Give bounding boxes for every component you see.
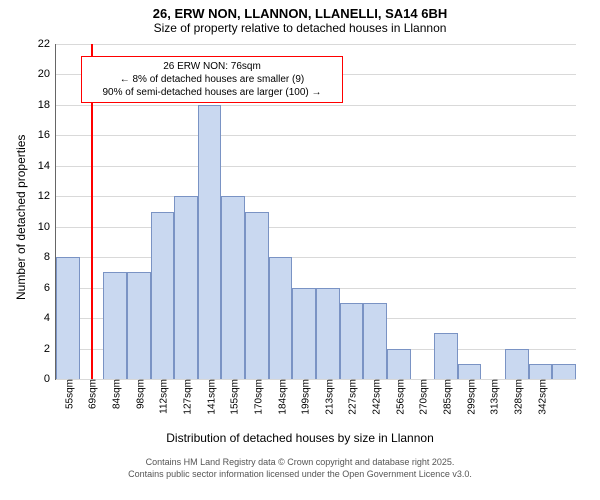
attribution: Contains HM Land Registry data © Crown c… bbox=[0, 457, 600, 480]
gridline bbox=[56, 44, 576, 45]
histogram-bar bbox=[363, 303, 387, 379]
xtick-label: 112sqm bbox=[155, 379, 170, 414]
gridline bbox=[56, 105, 576, 106]
legend-line: 90% of semi-detached houses are larger (… bbox=[88, 86, 336, 99]
ytick-label: 0 bbox=[44, 373, 56, 385]
histogram-bar bbox=[458, 364, 482, 379]
histogram-bar bbox=[552, 364, 576, 379]
histogram-bar bbox=[269, 257, 293, 379]
gridline bbox=[56, 166, 576, 167]
xtick-label: 199sqm bbox=[297, 379, 312, 415]
xtick-label: 170sqm bbox=[249, 379, 264, 415]
ytick-label: 10 bbox=[38, 221, 56, 233]
histogram-bar bbox=[434, 333, 458, 379]
histogram-bar bbox=[529, 364, 553, 379]
histogram-bar bbox=[292, 288, 316, 379]
histogram-bar bbox=[198, 105, 222, 379]
xtick-label: 55sqm bbox=[60, 379, 75, 409]
ytick-label: 8 bbox=[44, 251, 56, 263]
gridline bbox=[56, 257, 576, 258]
xtick-label: 127sqm bbox=[179, 379, 194, 415]
histogram-bar bbox=[174, 196, 198, 379]
xtick-label: 256sqm bbox=[391, 379, 406, 415]
chart-title: 26, ERW NON, LLANNON, LLANELLI, SA14 6BH bbox=[0, 0, 600, 21]
xtick-label: 285sqm bbox=[439, 379, 454, 415]
histogram-bar bbox=[221, 196, 245, 379]
ytick-label: 12 bbox=[38, 190, 56, 202]
y-axis-label: Number of detached properties bbox=[14, 135, 28, 300]
xtick-label: 69sqm bbox=[84, 379, 99, 409]
chart-container: 26, ERW NON, LLANNON, LLANELLI, SA14 6BH… bbox=[0, 0, 600, 500]
ytick-label: 2 bbox=[44, 343, 56, 355]
histogram-bar bbox=[316, 288, 340, 379]
xtick-label: 299sqm bbox=[462, 379, 477, 415]
histogram-bar bbox=[127, 272, 151, 379]
ytick-label: 16 bbox=[38, 129, 56, 141]
legend-line: ← 8% of detached houses are smaller (9) bbox=[88, 73, 336, 86]
ytick-label: 6 bbox=[44, 282, 56, 294]
histogram-bar bbox=[245, 212, 269, 380]
xtick-label: 313sqm bbox=[486, 379, 501, 415]
xtick-label: 242sqm bbox=[368, 379, 383, 415]
histogram-bar bbox=[340, 303, 364, 379]
xtick-label: 184sqm bbox=[273, 379, 288, 415]
histogram-bar bbox=[387, 349, 411, 379]
ytick-label: 4 bbox=[44, 312, 56, 324]
x-axis-label: Distribution of detached houses by size … bbox=[0, 431, 600, 445]
gridline bbox=[56, 135, 576, 136]
gridline bbox=[56, 196, 576, 197]
chart-subtitle: Size of property relative to detached ho… bbox=[0, 21, 600, 35]
xtick-label: 328sqm bbox=[509, 379, 524, 415]
xtick-label: 227sqm bbox=[344, 379, 359, 415]
legend-line: 26 ERW NON: 76sqm bbox=[88, 60, 336, 73]
attribution-line: Contains public sector information licen… bbox=[128, 469, 472, 479]
xtick-label: 270sqm bbox=[415, 379, 430, 415]
histogram-bar bbox=[103, 272, 127, 379]
ytick-label: 18 bbox=[38, 99, 56, 111]
plot-area: 024681012141618202255sqm69sqm84sqm98sqm1… bbox=[55, 44, 576, 380]
xtick-label: 342sqm bbox=[533, 379, 548, 415]
legend-box: 26 ERW NON: 76sqm← 8% of detached houses… bbox=[81, 56, 343, 103]
ytick-label: 20 bbox=[38, 68, 56, 80]
ytick-label: 22 bbox=[38, 38, 56, 50]
attribution-line: Contains HM Land Registry data © Crown c… bbox=[146, 457, 455, 467]
xtick-label: 213sqm bbox=[320, 379, 335, 415]
xtick-label: 155sqm bbox=[226, 379, 241, 415]
gridline bbox=[56, 227, 576, 228]
xtick-label: 98sqm bbox=[131, 379, 146, 409]
xtick-label: 84sqm bbox=[108, 379, 123, 409]
histogram-bar bbox=[505, 349, 529, 379]
xtick-label: 141sqm bbox=[202, 379, 217, 415]
ytick-label: 14 bbox=[38, 160, 56, 172]
histogram-bar bbox=[56, 257, 80, 379]
histogram-bar bbox=[151, 212, 175, 380]
